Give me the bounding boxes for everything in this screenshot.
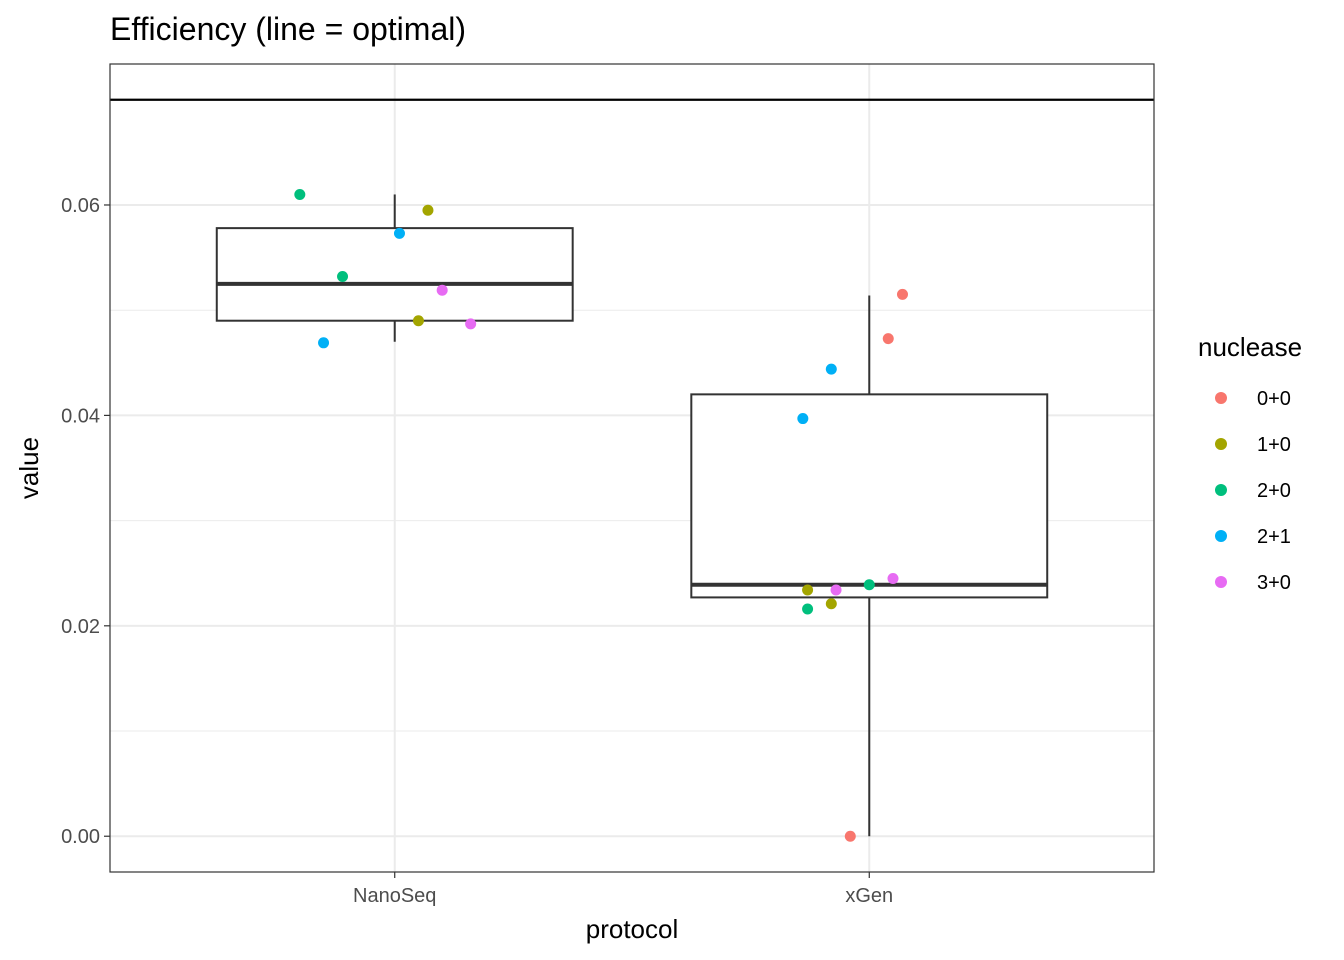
legend-key	[1215, 576, 1227, 588]
data-point	[436, 284, 448, 296]
data-point	[882, 333, 894, 345]
data-point	[825, 363, 837, 375]
box-layer	[215, 194, 1049, 837]
legend-entry: 1+0	[1215, 434, 1291, 456]
y-tick-label: 0.06	[61, 195, 100, 217]
point-layer	[294, 188, 908, 842]
data-point	[825, 598, 837, 610]
data-point	[802, 603, 814, 615]
y-tick-label: 0.00	[61, 826, 100, 848]
axis-layer: 0.00 0.02 0.04 0.06 NanoSeq xGen	[61, 195, 893, 907]
data-point	[337, 271, 349, 283]
x-tick-label: xGen	[845, 885, 893, 907]
data-point	[887, 572, 899, 584]
x-tick-label: NanoSeq	[353, 885, 436, 907]
data-point	[802, 584, 814, 596]
legend-label: 1+0	[1257, 434, 1291, 456]
legend: nuclease 0+0 1+0 2+0 2+1 3+0	[1198, 332, 1302, 594]
data-point	[318, 337, 330, 349]
data-point	[896, 288, 908, 300]
x-axis-title: protocol	[586, 914, 679, 944]
plot-panel-border	[109, 63, 1155, 873]
box-xgen	[690, 295, 1049, 837]
y-tick-label: 0.02	[61, 616, 100, 638]
legend-entry: 0+0	[1215, 388, 1291, 410]
legend-label: 0+0	[1257, 388, 1291, 410]
legend-label: 2+1	[1257, 526, 1291, 548]
legend-key	[1215, 530, 1227, 542]
data-point	[422, 204, 434, 216]
data-point	[465, 318, 477, 330]
data-point	[412, 315, 424, 327]
legend-key	[1215, 438, 1227, 450]
legend-label: 2+0	[1257, 480, 1291, 502]
data-point	[797, 413, 809, 425]
y-axis-title: value	[14, 437, 44, 499]
data-point	[393, 227, 405, 239]
legend-entry: 2+1	[1215, 526, 1291, 548]
box-body	[690, 393, 1049, 599]
legend-label: 3+0	[1257, 572, 1291, 594]
legend-key	[1215, 392, 1227, 404]
legend-title: nuclease	[1198, 332, 1302, 362]
data-point	[863, 579, 875, 591]
y-tick-label: 0.04	[61, 405, 100, 427]
legend-key	[1215, 484, 1227, 496]
legend-entry: 3+0	[1215, 572, 1291, 594]
data-point	[830, 584, 842, 596]
box-nanoseq	[215, 194, 574, 342]
data-point	[844, 830, 856, 842]
chart-title: Efficiency (line = optimal)	[110, 11, 466, 47]
legend-entry: 2+0	[1215, 480, 1291, 502]
data-point	[294, 188, 306, 200]
box-body	[215, 227, 574, 322]
